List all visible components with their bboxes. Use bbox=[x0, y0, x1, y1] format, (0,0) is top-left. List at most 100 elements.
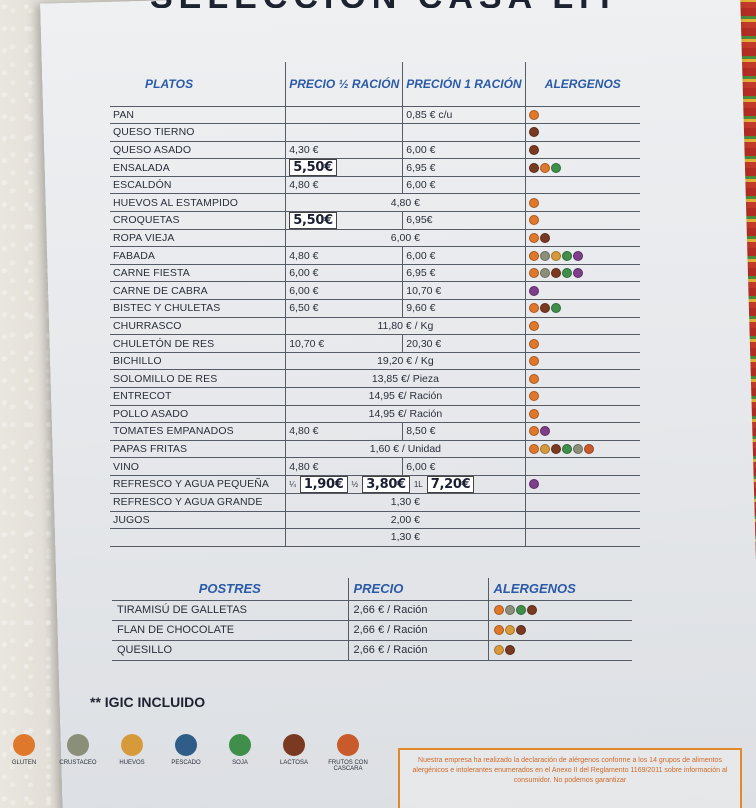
price-unified: 14,95 €/ Ración bbox=[285, 405, 526, 424]
lactosa-icon bbox=[528, 162, 539, 173]
allergens-cell bbox=[524, 475, 640, 494]
allergen-icons bbox=[528, 285, 637, 296]
crustaceo-icon bbox=[67, 734, 89, 756]
allergens-cell bbox=[524, 317, 640, 336]
frutos-icon bbox=[583, 444, 594, 455]
dish-name: FABADA bbox=[110, 246, 286, 265]
dish-name: PAN bbox=[110, 106, 286, 125]
table-row: FABADA 4,80 €6,00 € bbox=[110, 246, 640, 265]
gluten-icon bbox=[528, 250, 539, 261]
dessert-name: TIRAMISÚ DE GALLETAS bbox=[112, 600, 348, 621]
legend-item: CRUSTACEO bbox=[48, 734, 108, 766]
allergens-cell bbox=[524, 246, 640, 265]
allergen-icons bbox=[493, 605, 628, 615]
dish-name: POLLO ASADO bbox=[110, 405, 286, 424]
gluten-icon bbox=[528, 268, 539, 279]
table-row: PAPAS FRITAS 1,60 € / Unidad bbox=[110, 440, 640, 459]
half-portion-price: 4,80 € bbox=[285, 246, 403, 265]
allergen-icons bbox=[528, 479, 637, 490]
soja-icon bbox=[550, 162, 561, 173]
dessert-price: 2,66 € / Ración bbox=[347, 640, 488, 661]
full-portion-price: 20,30 € bbox=[402, 334, 526, 353]
allergen-icons bbox=[528, 268, 637, 279]
allergen-notice: Nuestra empresa ha realizado la declarac… bbox=[398, 748, 742, 808]
allergens-cell bbox=[524, 334, 640, 353]
legend-label: HUEVOS bbox=[119, 760, 145, 766]
gluten-icon bbox=[528, 408, 539, 419]
half-portion-price bbox=[285, 123, 403, 142]
allergen-icons bbox=[528, 127, 637, 138]
dish-name: QUESO TIERNO bbox=[110, 123, 286, 142]
table-row: HUEVOS AL ESTAMPIDO 4,80 € bbox=[110, 193, 640, 213]
gluten-icon bbox=[528, 426, 539, 437]
dish-name bbox=[110, 528, 286, 547]
wine-price-group: ¼ 1,90€ ½ 3,80€ 1L 7,20€ bbox=[289, 475, 521, 493]
allergen-icons bbox=[528, 426, 637, 437]
dish-name: CHURRASCO bbox=[110, 317, 286, 336]
allergens-cell bbox=[524, 281, 640, 301]
gluten-icon bbox=[528, 391, 539, 402]
table-row: SOLOMILLO DE RES 13,85 €/ Pieza bbox=[110, 369, 640, 388]
allergens-cell bbox=[524, 229, 640, 248]
menu-heading: SELECCIÓN CASA LITO bbox=[150, 0, 610, 8]
dish-name: REFRESCO Y AGUA PEQUEÑA bbox=[110, 475, 286, 494]
full-portion-price: 6,00 € bbox=[402, 457, 526, 476]
allergens-cell bbox=[524, 387, 640, 406]
dish-name: PAPAS FRITAS bbox=[110, 440, 286, 459]
table-row: ENTRECOT 14,95 €/ Ración bbox=[110, 387, 640, 406]
sulfitos-icon bbox=[528, 479, 539, 490]
price-unified: 4,80 € bbox=[285, 193, 526, 213]
legend-label: LACTOSA bbox=[280, 760, 308, 766]
table-row: JUGOS 2,00 € bbox=[110, 511, 640, 530]
full-portion-price: 6,95€ bbox=[402, 211, 526, 230]
gluten-icon bbox=[528, 320, 539, 331]
header-desserts: POSTRES bbox=[112, 578, 348, 601]
lactosa-icon bbox=[550, 268, 561, 279]
allergens-cell bbox=[524, 369, 640, 388]
crustaceo-icon bbox=[572, 444, 583, 455]
lactosa-icon bbox=[283, 734, 305, 756]
allergens-cell bbox=[524, 211, 640, 230]
legend-label: PESCADO bbox=[171, 760, 201, 766]
dish-name: CARNE FIESTA bbox=[110, 264, 286, 283]
legend-label: SOJA bbox=[232, 760, 248, 766]
soja-icon bbox=[561, 268, 572, 279]
wine-prices: ¼ 1,90€ ½ 3,80€ 1L 7,20€ bbox=[285, 475, 526, 494]
half-portion-price bbox=[285, 106, 403, 125]
legend-item: SOJA bbox=[210, 734, 270, 766]
dish-name: ENTRECOT bbox=[110, 387, 286, 406]
legend-item: GLUTEN bbox=[0, 734, 54, 766]
allergens-cell bbox=[524, 405, 640, 424]
price-unified: 13,85 €/ Pieza bbox=[285, 369, 526, 388]
dish-name: ESCALDÓN bbox=[110, 176, 286, 195]
full-portion-price: 9,60 € bbox=[402, 299, 526, 318]
allergen-legend: GLUTEN CRUSTACEO HUEVOS PESCADO SOJA LACTOSA F… bbox=[0, 734, 400, 808]
half-portion-price: 6,00 € bbox=[285, 264, 403, 283]
dessert-name: FLAN DE CHOCOLATE bbox=[112, 620, 348, 641]
table-row: QUESO ASADO 4,30 €6,00 € bbox=[110, 141, 640, 160]
full-portion-price: 8,50 € bbox=[402, 422, 526, 441]
price-unified: 14,95 €/ Ración bbox=[285, 387, 526, 406]
gluten-icon bbox=[528, 215, 539, 226]
soja-icon bbox=[229, 734, 251, 756]
desserts-table: POSTRES PRECIO ALERGENOS TIRAMISÚ DE GAL… bbox=[112, 578, 632, 661]
allergen-icons bbox=[528, 215, 637, 226]
gluten-icon bbox=[528, 373, 539, 384]
half-portion-price: 10,70 € bbox=[285, 334, 403, 353]
price-unified: 1,60 € / Unidad bbox=[285, 440, 526, 459]
wine-h: ½ bbox=[351, 479, 359, 489]
table-row: FLAN DE CHOCOLATE 2,66 € / Ración bbox=[112, 620, 632, 641]
dish-name: TOMATES EMPANADOS bbox=[110, 422, 286, 441]
dish-name: CHULETÓN DE RES bbox=[110, 334, 286, 353]
handwritten-price: 5,50€ bbox=[289, 159, 337, 177]
half-portion-price: 5,50€ bbox=[285, 158, 403, 177]
wine-l-price: 7,20€ bbox=[426, 475, 475, 493]
table-row: VINO 4,80 €6,00 € bbox=[110, 457, 640, 476]
allergen-icons bbox=[528, 250, 637, 261]
wine-q-price: 1,90€ bbox=[299, 475, 348, 493]
allergens-cell bbox=[524, 106, 640, 125]
table-row: QUESO TIERNO bbox=[110, 123, 640, 142]
frutos-icon bbox=[337, 734, 359, 756]
allergens-cell bbox=[487, 640, 632, 661]
allergen-icons bbox=[528, 444, 637, 455]
